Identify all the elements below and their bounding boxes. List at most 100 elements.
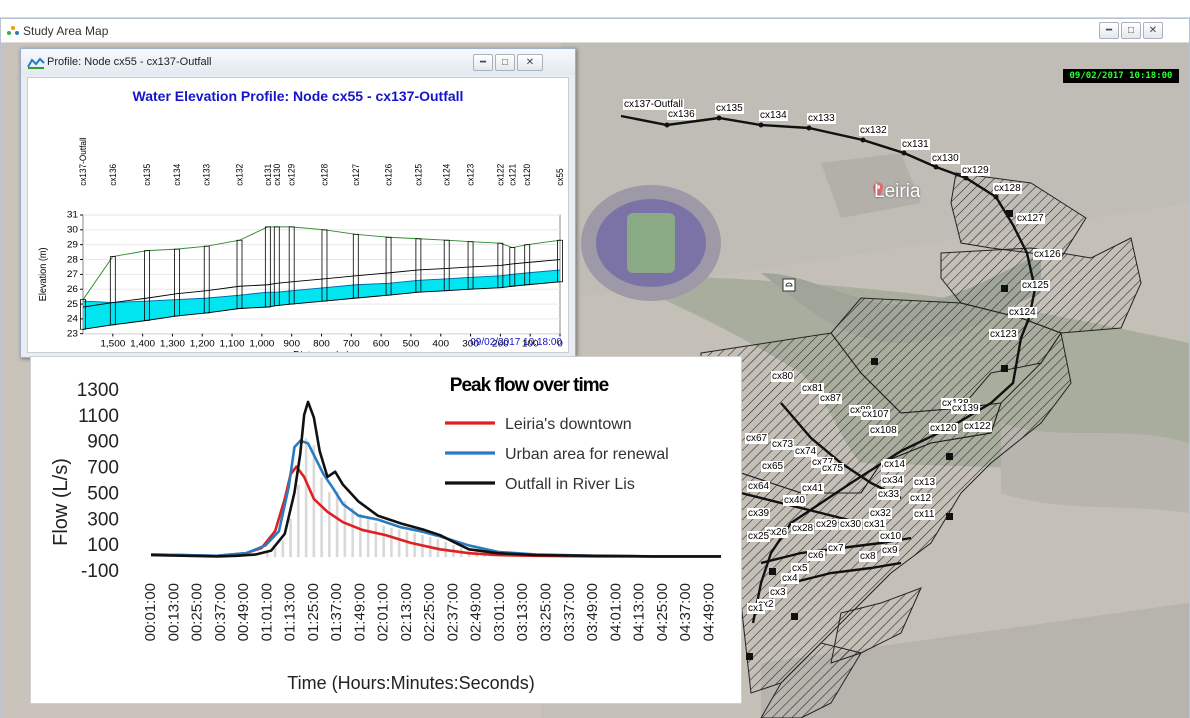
manhole-marker: [497, 242, 504, 289]
minimize-icon: ━: [1105, 25, 1113, 36]
profile-node-label: cx121: [507, 164, 517, 186]
map-node-label: cx31: [863, 519, 887, 530]
main-title-bar: Study Area Map ━ □ ✕: [1, 19, 1189, 43]
profile-close-button[interactable]: ✕: [517, 54, 543, 71]
flow-bar: [390, 527, 393, 558]
profile-y-axis-label: Elevation (m): [38, 247, 49, 301]
flow-bar: [374, 522, 378, 558]
profile-y-tick-label: 27: [67, 269, 78, 279]
main-close-button[interactable]: ✕: [1143, 22, 1163, 39]
manhole-marker: [288, 226, 295, 305]
main-maximize-button[interactable]: □: [1121, 22, 1141, 39]
peak-flow-chart-panel: 1300 1100 900 700 500 300 100 -100 00:01:00 00:13…: [30, 356, 742, 704]
manhole-marker: [109, 256, 116, 326]
map-node-label: cx65: [761, 461, 785, 472]
map-place-label: Leiria: [874, 181, 921, 202]
profile-x-tick-label: 400: [432, 339, 449, 349]
profile-maximize-button[interactable]: □: [495, 54, 515, 71]
main-minimize-button[interactable]: ━: [1099, 22, 1119, 39]
profile-node-label: cx125: [413, 164, 423, 186]
map-node-label: cx3: [769, 587, 787, 598]
profile-x-tick-label: 1,500: [100, 339, 125, 349]
flow-x-tick-label: 01:37:00: [328, 583, 345, 641]
map-node-label: cx122: [963, 421, 992, 432]
map-node-label: cx120: [929, 423, 958, 434]
manhole-marker: [264, 226, 271, 308]
flow-bar: [335, 491, 339, 558]
map-node-label: cx125: [1021, 280, 1050, 291]
map-node-label: cx14: [883, 459, 907, 470]
flow-y-tick-label: -100: [81, 561, 119, 582]
os-top-strip: [0, 0, 1190, 18]
map-node-label: cx6: [807, 550, 825, 561]
manhole-marker: [557, 239, 563, 283]
map-node-label: cx74: [794, 446, 818, 457]
map-node-label: cx108: [869, 425, 898, 436]
map-node-label: cx29: [815, 519, 839, 530]
flow-x-tick-label: 02:37:00: [444, 583, 461, 641]
manhole-marker: [203, 245, 210, 314]
maximize-icon: □: [1127, 25, 1135, 36]
profile-node-label: cx136: [107, 164, 117, 186]
map-node-label: cx77: [811, 457, 835, 468]
profile-node-label: cx126: [383, 164, 393, 186]
manhole-marker: [273, 226, 280, 306]
map-node-label: cx134: [759, 110, 788, 121]
manhole-marker: [144, 250, 150, 321]
flow-y-axis-label: Flow (L/s): [50, 458, 72, 546]
flow-bar: [281, 540, 285, 558]
profile-y-tick-label: 24: [67, 314, 79, 324]
flow-bar: [304, 438, 308, 558]
profile-node-label: cx135: [142, 164, 152, 186]
map-node-label: cx26: [765, 527, 789, 538]
profile-node-label: cx134: [172, 164, 182, 186]
manhole-marker: [80, 299, 86, 330]
flow-x-tick-label: 04:25:00: [654, 583, 671, 641]
flow-x-tick-label: 00:49:00: [235, 583, 252, 641]
app-icon: [7, 25, 19, 37]
map-node-label: cx81: [801, 383, 825, 394]
legend-label: Urban area for renewal: [505, 446, 669, 463]
manhole-marker: [321, 229, 328, 302]
profile-x-tick-label: 800: [313, 339, 330, 349]
profile-x-tick-label: 1,000: [249, 339, 274, 349]
map-node-label: cx25: [747, 531, 771, 542]
profile-node-label: cx55: [555, 168, 565, 186]
profile-minimize-button[interactable]: ━: [473, 54, 493, 71]
flow-x-tick-label: 00:01:00: [142, 583, 159, 641]
manhole-marker: [236, 239, 243, 309]
flow-bar: [266, 552, 269, 558]
flow-x-tick-label: 03:25:00: [538, 583, 555, 641]
manhole-marker: [352, 233, 359, 299]
flow-x-tick-label: 02:25:00: [421, 583, 438, 641]
profile-y-tick-label: 29: [67, 240, 78, 250]
flow-bar: [405, 531, 409, 558]
map-node-label: cx75: [821, 463, 845, 474]
map-node-label: cx124: [1008, 307, 1037, 318]
flow-bar: [351, 507, 354, 558]
profile-x-tick-label: 300: [462, 339, 479, 349]
map-node-label: cx137-Outfall: [623, 99, 684, 110]
profile-y-tick-label: 23: [67, 329, 78, 339]
flow-bar: [397, 529, 401, 558]
flow-x-tick-label: 04:37:00: [677, 583, 694, 641]
flow-x-tick-label: 04:49:00: [700, 583, 717, 641]
flow-bar: [297, 484, 300, 558]
main-window-title: Study Area Map: [23, 24, 109, 38]
water-profile-chart: cx137-Outfall cx136 cx135 cx134 cx133 cx132 cx…: [38, 137, 565, 352]
map-node-label: cx33: [877, 489, 901, 500]
map-node-label: cx132: [859, 125, 888, 136]
map-node-label: cx107: [861, 409, 890, 420]
flow-x-tick-label: 02:13:00: [398, 583, 415, 641]
profile-title-bar[interactable]: Profile: Node cx55 - cx137-Outfall ━ □ ✕: [21, 49, 575, 75]
profile-node-label: cx131: [262, 164, 272, 186]
flow-y-tick-label: 900: [87, 432, 119, 453]
map-node-label: cx30: [839, 519, 863, 530]
manhole-marker: [524, 244, 531, 286]
profile-window: Profile: Node cx55 - cx137-Outfall ━ □ ✕…: [20, 48, 576, 358]
map-node-label: cx5: [791, 563, 809, 574]
flow-x-tick-label: 01:25:00: [305, 583, 322, 641]
profile-x-tick-label: 1,200: [190, 339, 215, 349]
minimize-icon: ━: [479, 57, 487, 68]
profile-y-tick-label: 25: [67, 299, 78, 309]
